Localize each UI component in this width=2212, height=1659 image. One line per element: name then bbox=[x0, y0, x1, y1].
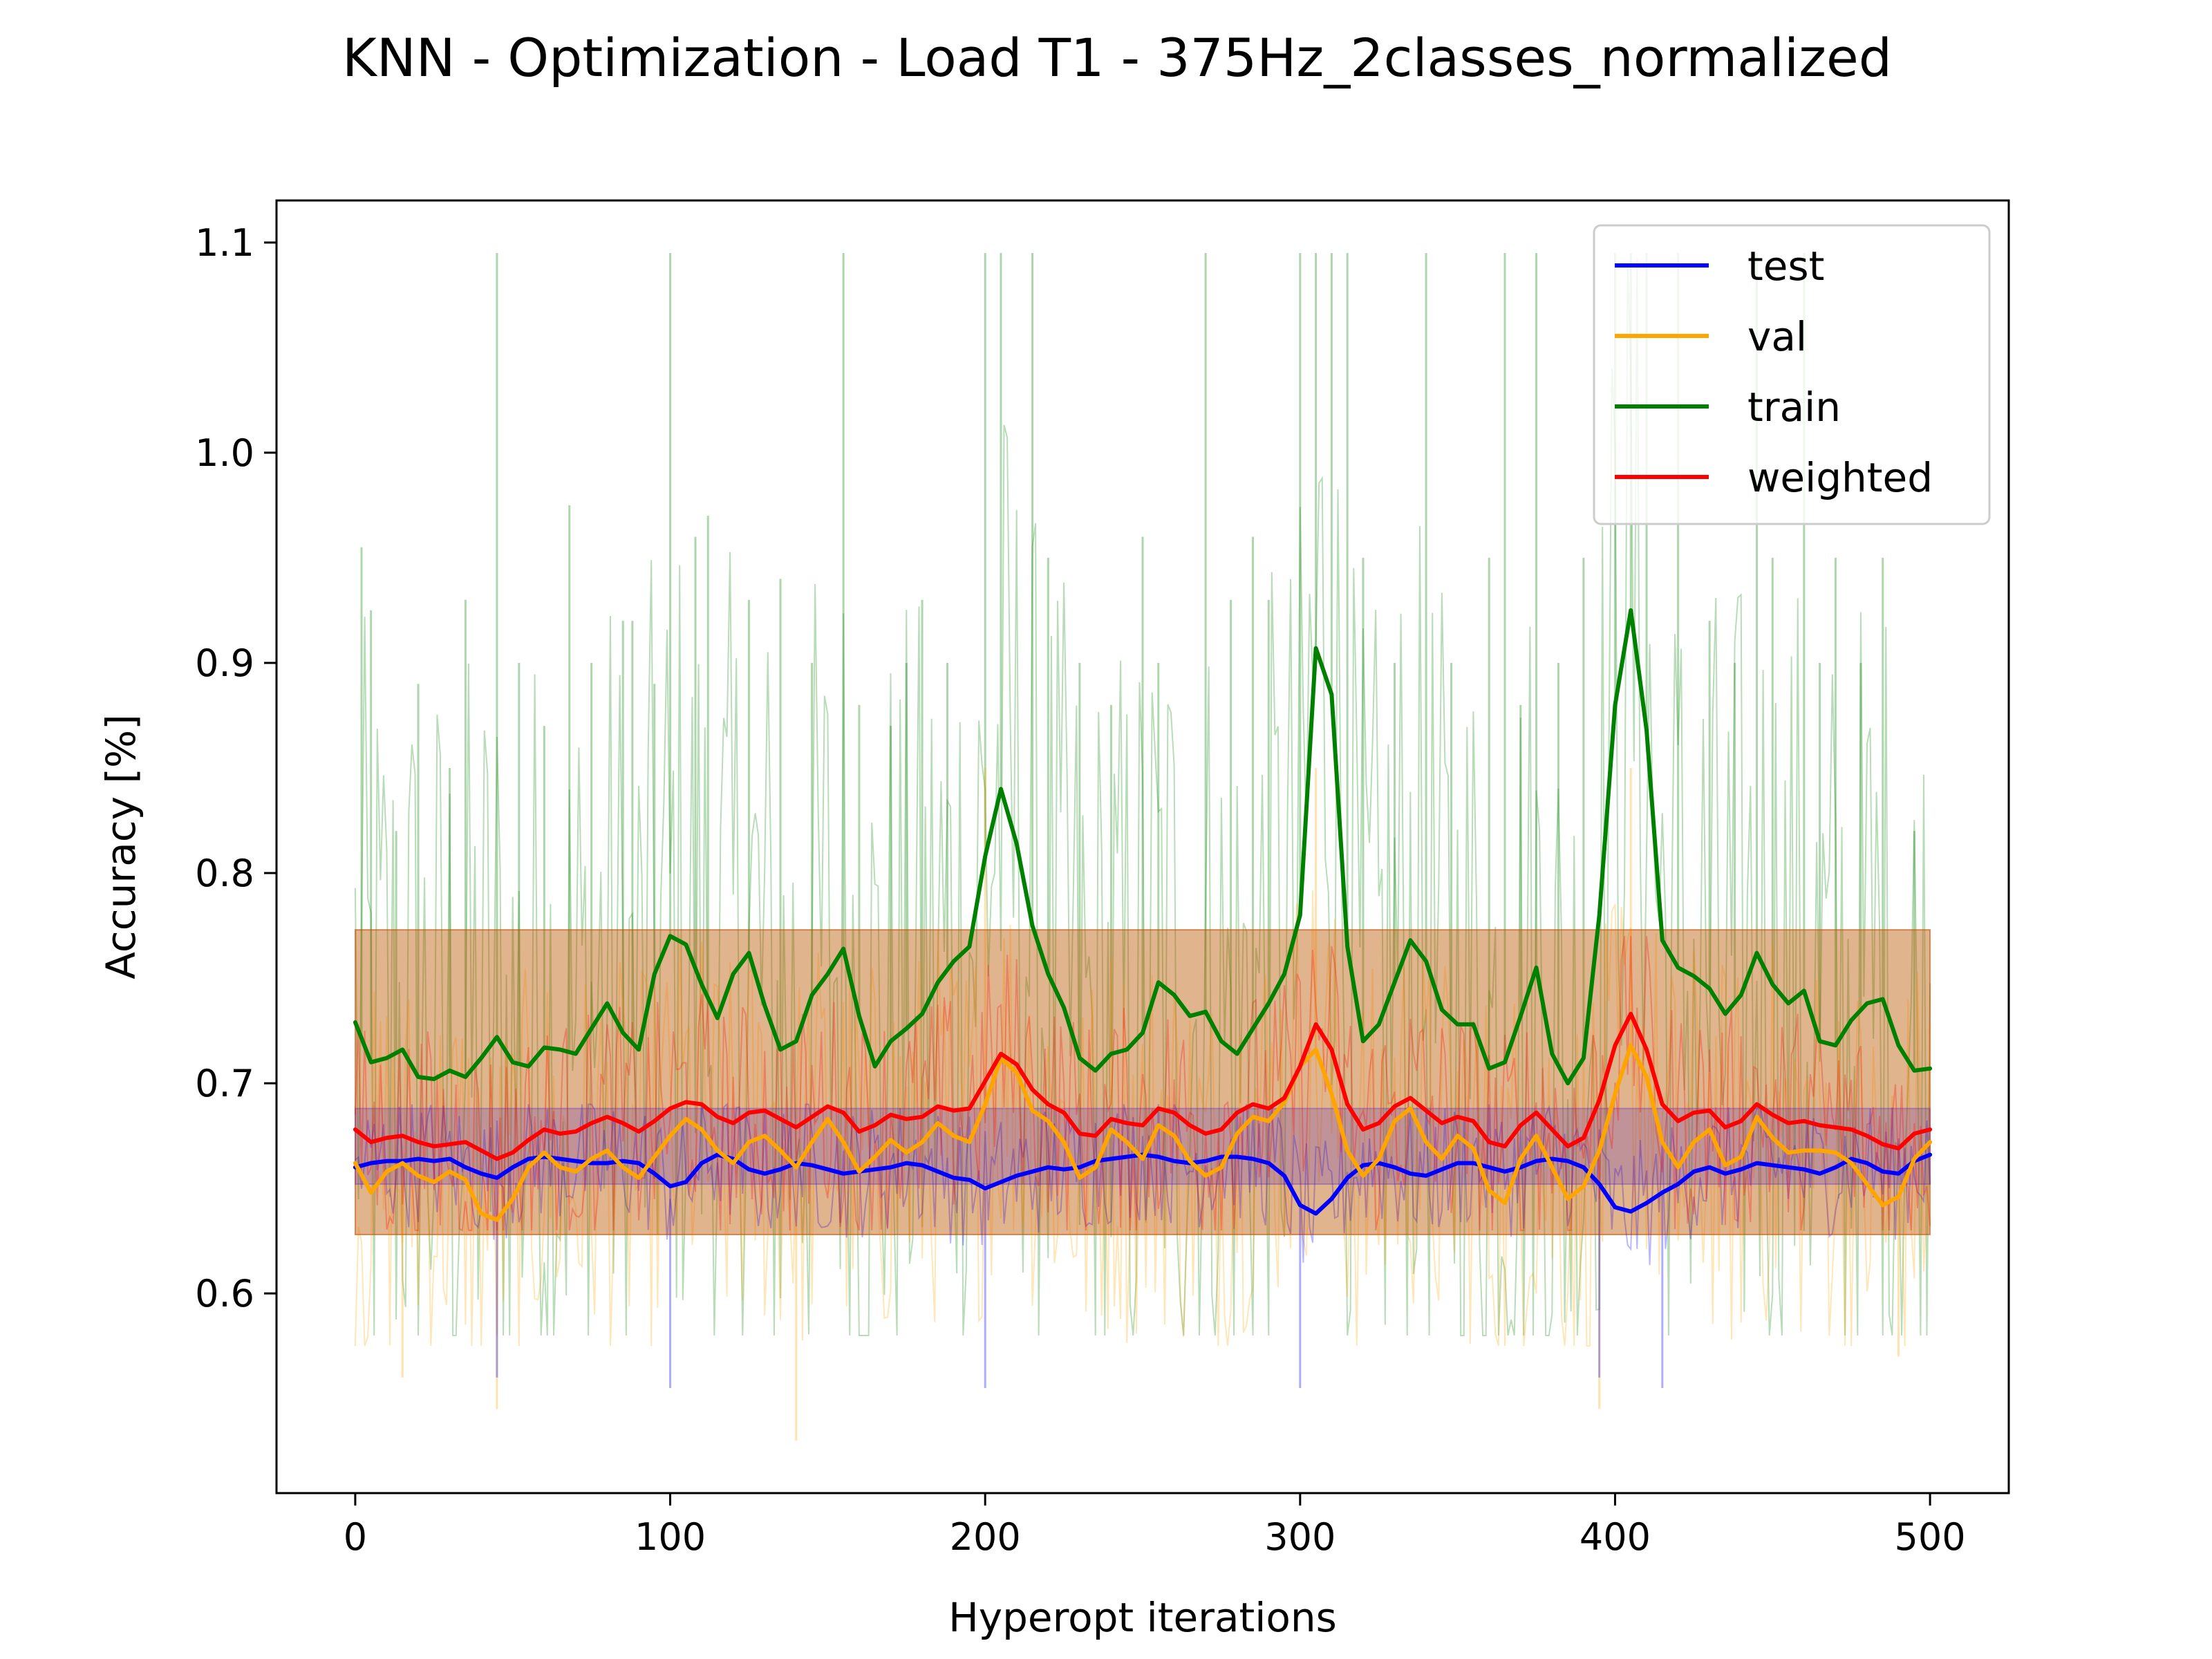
legend-label-train: train bbox=[1747, 384, 1841, 431]
legend-label-test: test bbox=[1747, 243, 1824, 290]
band-train bbox=[354, 929, 1931, 1236]
y-tick-label: 0.7 bbox=[195, 1062, 254, 1105]
chart-title: KNN - Optimization - Load T1 - 375Hz_2cl… bbox=[342, 27, 1892, 88]
raw-trace-test bbox=[355, 1103, 1931, 1266]
y-tick-label: 1.1 bbox=[195, 221, 254, 265]
x-tick-label: 400 bbox=[1580, 1515, 1651, 1559]
raw-trace-val bbox=[354, 890, 1931, 1347]
x-tick-label: 200 bbox=[950, 1515, 1021, 1559]
line-train bbox=[353, 608, 1933, 1086]
x-tick-label: 500 bbox=[1895, 1515, 1966, 1559]
band-weighted bbox=[354, 929, 1931, 1236]
legend: test val train weighted bbox=[1593, 224, 1991, 525]
line-weighted bbox=[353, 1011, 1933, 1161]
legend-label-weighted: weighted bbox=[1747, 454, 1933, 501]
x-axis: 0 100 200 300 400 500 bbox=[344, 1493, 1966, 1559]
y-tick-label: 0.8 bbox=[195, 852, 254, 895]
raw-trace-train bbox=[354, 259, 1931, 1336]
raw-noise-layer bbox=[354, 253, 1931, 1441]
x-axis-label: Hyperopt iterations bbox=[948, 1594, 1337, 1641]
plot-frame bbox=[275, 199, 2010, 1494]
legend-label-val: val bbox=[1747, 313, 1807, 360]
y-axis: 0.6 0.7 0.8 0.9 1.0 1.1 bbox=[195, 221, 276, 1315]
x-tick-label: 0 bbox=[344, 1515, 367, 1559]
y-axis-label: Accuracy [%] bbox=[97, 714, 144, 980]
line-val bbox=[353, 1043, 1933, 1222]
x-tick-label: 100 bbox=[635, 1515, 706, 1559]
y-tick-label: 1.0 bbox=[195, 431, 254, 475]
legend-box bbox=[1593, 224, 1991, 525]
smoothed-lines-layer bbox=[353, 608, 1933, 1222]
band-val bbox=[354, 929, 1931, 1236]
raw-trace-weighted bbox=[354, 936, 1931, 1232]
y-tick-label: 0.9 bbox=[195, 641, 254, 685]
y-tick-label: 0.6 bbox=[195, 1272, 254, 1315]
x-tick-label: 300 bbox=[1264, 1515, 1335, 1559]
